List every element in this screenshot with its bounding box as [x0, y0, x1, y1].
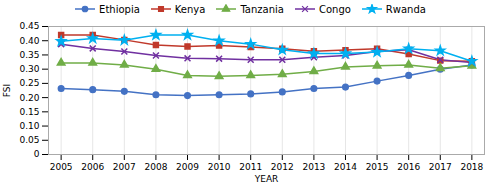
svg-text:2011: 2011 — [239, 162, 262, 172]
svg-text:0: 0 — [34, 149, 40, 159]
svg-text:2012: 2012 — [271, 162, 294, 172]
svg-text:2007: 2007 — [113, 162, 136, 172]
svg-text:2006: 2006 — [81, 162, 104, 172]
svg-text:0.35: 0.35 — [19, 50, 39, 60]
svg-text:2018: 2018 — [460, 162, 483, 172]
svg-text:2014: 2014 — [334, 162, 357, 172]
svg-text:2015: 2015 — [366, 162, 389, 172]
svg-text:FSI: FSI — [2, 84, 12, 97]
html-text:Kenya: Kenya — [174, 3, 206, 15]
svg-text:2005: 2005 — [50, 162, 73, 172]
svg-text:0.45: 0.45 — [19, 21, 39, 31]
svg-text:2016: 2016 — [397, 162, 420, 172]
svg-text:0.20: 0.20 — [19, 92, 39, 102]
svg-text:2009: 2009 — [176, 162, 199, 172]
svg-text:0.30: 0.30 — [19, 64, 39, 74]
html-text:Congo: Congo — [319, 3, 351, 15]
svg-text:0.40: 0.40 — [19, 36, 39, 46]
svg-text:2017: 2017 — [429, 162, 452, 172]
svg-text:2008: 2008 — [144, 162, 167, 172]
svg-text:0.15: 0.15 — [19, 107, 39, 117]
svg-text:YEAR: YEAR — [254, 174, 279, 184]
svg-text:2013: 2013 — [302, 162, 325, 172]
html-text:Ethiopia: Ethiopia — [99, 3, 140, 15]
html-text:Tanzania: Tanzania — [240, 3, 284, 15]
html-text:Rwanda: Rwanda — [385, 3, 426, 15]
svg-text:0.25: 0.25 — [19, 78, 39, 88]
svg-text:2010: 2010 — [208, 162, 231, 172]
svg-text:0.10: 0.10 — [19, 121, 39, 131]
svg-text:0.05: 0.05 — [19, 135, 39, 145]
